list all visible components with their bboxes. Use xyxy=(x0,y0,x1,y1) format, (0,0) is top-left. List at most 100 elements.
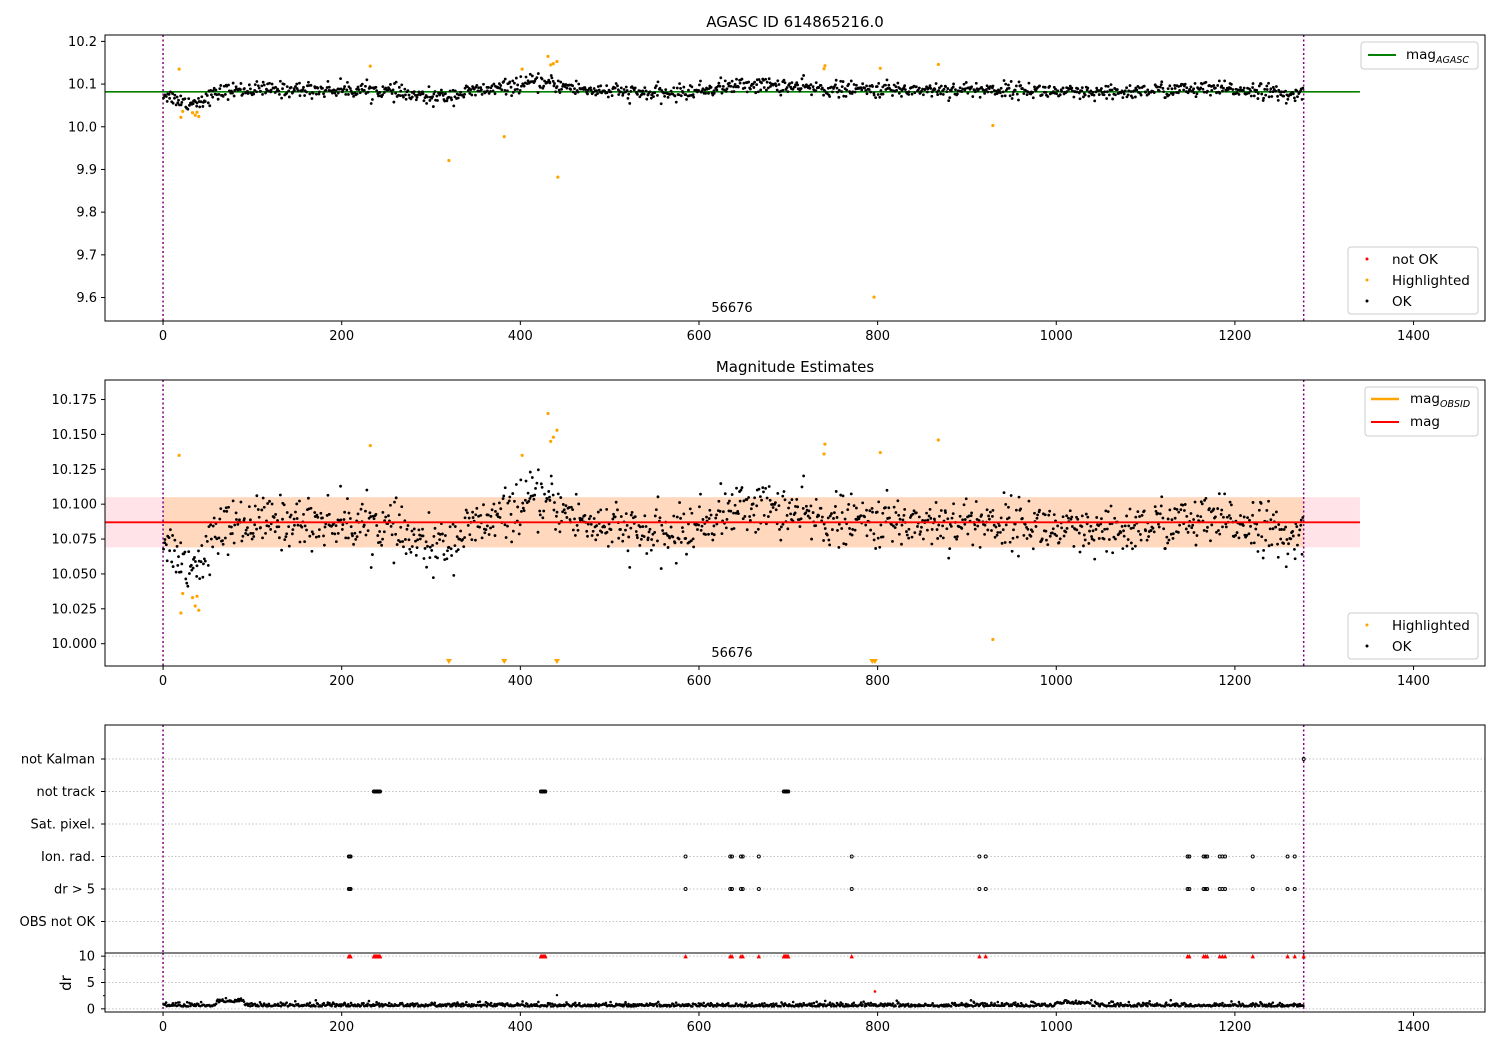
ok-point xyxy=(428,545,432,549)
ok-point xyxy=(777,504,781,507)
dr-point xyxy=(864,1002,867,1006)
flag-point xyxy=(378,789,383,794)
ok-point xyxy=(987,514,990,518)
ok-point xyxy=(804,511,808,515)
ok-point xyxy=(1015,92,1019,96)
ok-point xyxy=(1204,80,1208,84)
ok-point xyxy=(638,95,642,99)
ok-point xyxy=(389,524,393,528)
ok-point xyxy=(369,86,373,90)
ok-point xyxy=(984,88,988,91)
y-tick-label: 10.000 xyxy=(52,637,98,652)
ok-point xyxy=(471,516,475,519)
dr-point xyxy=(655,1004,659,1008)
ok-point xyxy=(621,92,625,95)
ok-point xyxy=(1020,517,1024,520)
flag-label: not track xyxy=(36,785,95,800)
ok-point xyxy=(914,511,918,515)
ok-point xyxy=(1097,93,1101,96)
ok-point xyxy=(1289,537,1293,541)
ok-point xyxy=(605,84,609,88)
ok-point xyxy=(745,90,749,94)
dr-point xyxy=(1014,1001,1017,1004)
ok-point xyxy=(1199,515,1203,519)
dr-point xyxy=(624,1000,627,1004)
ok-point xyxy=(1089,89,1093,93)
ok-point xyxy=(519,75,523,79)
ok-point xyxy=(561,503,565,506)
ok-point xyxy=(607,522,611,526)
ok-point xyxy=(1239,514,1242,517)
ok-point xyxy=(1080,514,1084,518)
ok-point xyxy=(698,505,701,509)
ok-point xyxy=(1067,88,1071,91)
ok-point xyxy=(573,92,577,96)
ok-point xyxy=(966,91,970,95)
ok-point xyxy=(1269,518,1273,522)
dr-point xyxy=(702,1001,706,1005)
ok-point xyxy=(499,84,503,87)
ok-point xyxy=(502,494,506,498)
ok-point xyxy=(794,83,797,87)
x-tick-label: 800 xyxy=(865,329,890,344)
ok-point xyxy=(1065,90,1069,93)
ok-point xyxy=(1106,84,1110,88)
legend-highlighted-2: Highlighted xyxy=(1392,618,1470,634)
dr-point xyxy=(810,1002,813,1006)
ok-point xyxy=(835,516,839,519)
ok-point xyxy=(163,538,167,541)
ok-point xyxy=(417,528,421,532)
ok-point xyxy=(1251,82,1255,85)
ok-point xyxy=(173,549,176,553)
ok-point xyxy=(825,533,829,537)
ok-point xyxy=(725,517,729,521)
ok-point xyxy=(565,86,569,90)
ok-point xyxy=(888,516,891,520)
ok-point xyxy=(599,84,603,88)
ok-point xyxy=(785,86,789,89)
ok-point xyxy=(303,540,307,544)
dr-point xyxy=(1267,1002,1271,1006)
flag-point xyxy=(756,887,761,891)
ok-point xyxy=(902,514,906,517)
ok-point xyxy=(894,511,898,514)
flag-point xyxy=(1301,757,1306,761)
dr-point xyxy=(744,1001,748,1004)
ok-point xyxy=(264,91,267,95)
ok-point xyxy=(1027,81,1031,85)
ok-point xyxy=(1136,510,1140,513)
dr-clipped-marker xyxy=(729,953,735,959)
ok-point xyxy=(749,507,753,511)
ok-point xyxy=(617,93,621,96)
ok-point xyxy=(843,517,847,521)
dr-point xyxy=(475,1003,479,1007)
ok-point xyxy=(1017,495,1021,499)
ok-point xyxy=(1192,531,1196,534)
ok-point xyxy=(298,94,302,98)
ok-point xyxy=(690,85,694,89)
ok-point xyxy=(217,93,221,96)
ok-point xyxy=(290,532,294,536)
ok-point xyxy=(742,499,746,503)
dr-point xyxy=(228,1000,232,1003)
ok-point xyxy=(1093,99,1097,103)
ok-point xyxy=(559,80,563,84)
ok-point xyxy=(898,87,902,91)
ok-point xyxy=(1285,538,1289,541)
ok-point xyxy=(1070,86,1074,90)
ok-point xyxy=(1201,87,1205,91)
ok-point xyxy=(513,88,517,92)
ok-point xyxy=(255,90,258,94)
ok-point xyxy=(643,86,647,90)
ok-point xyxy=(381,85,385,89)
ok-point xyxy=(796,83,800,87)
ok-point xyxy=(208,573,212,577)
ok-point xyxy=(944,511,947,514)
ok-point xyxy=(452,573,456,577)
ok-point xyxy=(788,82,791,86)
ok-point xyxy=(564,504,568,508)
ok-point xyxy=(1125,86,1129,90)
ok-point xyxy=(914,85,918,89)
ok-point xyxy=(1257,84,1261,88)
ok-point xyxy=(1140,514,1144,517)
